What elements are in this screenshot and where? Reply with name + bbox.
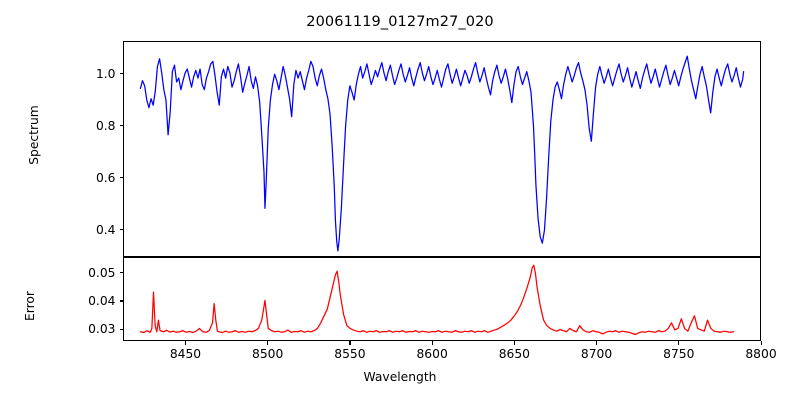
y-tick-spectrum bbox=[119, 125, 123, 127]
chart-title: 20061119_0127m27_020 bbox=[306, 14, 494, 30]
y-tick-label-spectrum: 0.8 bbox=[95, 118, 116, 133]
y-tick-label-error: 0.05 bbox=[88, 265, 116, 280]
x-tick-label: 8700 bbox=[580, 347, 613, 361]
spectrum-series bbox=[124, 42, 760, 256]
y-tick-label-spectrum: 0.6 bbox=[95, 170, 116, 185]
x-tick-label: 8600 bbox=[416, 347, 448, 361]
y-tick-spectrum bbox=[119, 229, 123, 231]
y-tick-error bbox=[119, 328, 123, 330]
spectrum-panel bbox=[123, 41, 761, 257]
y-tick-label-error: 0.03 bbox=[88, 322, 116, 337]
y-tick-spectrum bbox=[119, 177, 123, 179]
error-polyline bbox=[140, 265, 733, 334]
error-panel bbox=[123, 257, 761, 341]
y-tick-spectrum bbox=[119, 73, 123, 75]
x-tick bbox=[267, 341, 269, 345]
y-axis-label-error: Error bbox=[23, 291, 37, 321]
x-tick-label: 8550 bbox=[334, 347, 366, 361]
error-series bbox=[124, 258, 760, 340]
x-tick-label: 8450 bbox=[169, 347, 202, 361]
y-tick-label-error: 0.04 bbox=[88, 293, 116, 308]
spectrum-polyline bbox=[140, 56, 743, 251]
x-tick bbox=[596, 341, 598, 345]
x-tick bbox=[431, 341, 433, 345]
y-tick-label-spectrum: 0.4 bbox=[95, 222, 116, 237]
x-tick-label: 8500 bbox=[252, 347, 284, 361]
x-tick-label: 8750 bbox=[663, 347, 695, 361]
x-tick-label: 8650 bbox=[498, 347, 530, 361]
x-tick bbox=[349, 341, 351, 345]
x-tick bbox=[760, 341, 762, 345]
x-tick bbox=[513, 341, 515, 345]
y-tick-error bbox=[119, 300, 123, 302]
x-axis-label-wavelength: Wavelength bbox=[363, 370, 437, 384]
x-tick bbox=[184, 341, 187, 345]
y-tick-label-spectrum: 1.0 bbox=[95, 66, 116, 81]
x-tick-label: 8800 bbox=[745, 347, 777, 361]
x-tick bbox=[678, 341, 680, 345]
y-axis-label-spectrum: Spectrum bbox=[27, 105, 41, 165]
y-tick-error bbox=[119, 272, 123, 274]
